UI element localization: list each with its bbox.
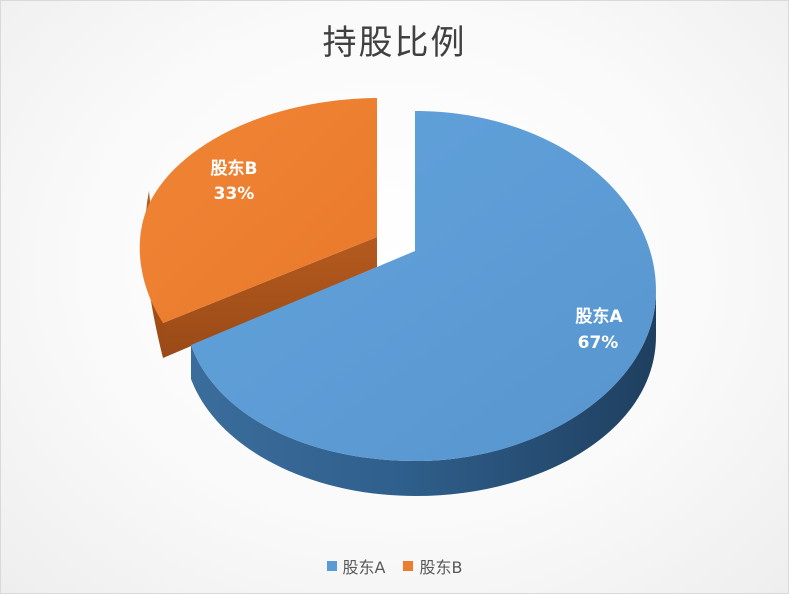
legend-item-b[interactable]: 股东B xyxy=(403,554,462,578)
legend-swatch-b xyxy=(403,561,414,571)
slice-b-side-outer xyxy=(145,191,163,358)
slice-a-top xyxy=(191,111,656,461)
slice-shareholder-a[interactable] xyxy=(191,111,656,496)
data-label-a-name: 股东A xyxy=(575,306,623,327)
legend-label-a: 股东A xyxy=(342,558,386,577)
data-label-b-value: 33% xyxy=(214,184,255,204)
legend: 股东A 股东B xyxy=(1,554,788,578)
chart-title: 持股比例 xyxy=(322,23,467,63)
legend-swatch-a xyxy=(326,561,337,571)
data-label-a-value: 67% xyxy=(578,333,619,353)
legend-item-a[interactable]: 股东A xyxy=(326,554,386,578)
slice-shareholder-b[interactable] xyxy=(139,98,377,358)
slice-b-side xyxy=(163,237,377,358)
slice-b-top xyxy=(139,98,377,323)
slice-a-side xyxy=(191,291,656,496)
legend-label-b: 股东B xyxy=(419,558,463,577)
data-label-b-name: 股东B xyxy=(211,158,258,179)
